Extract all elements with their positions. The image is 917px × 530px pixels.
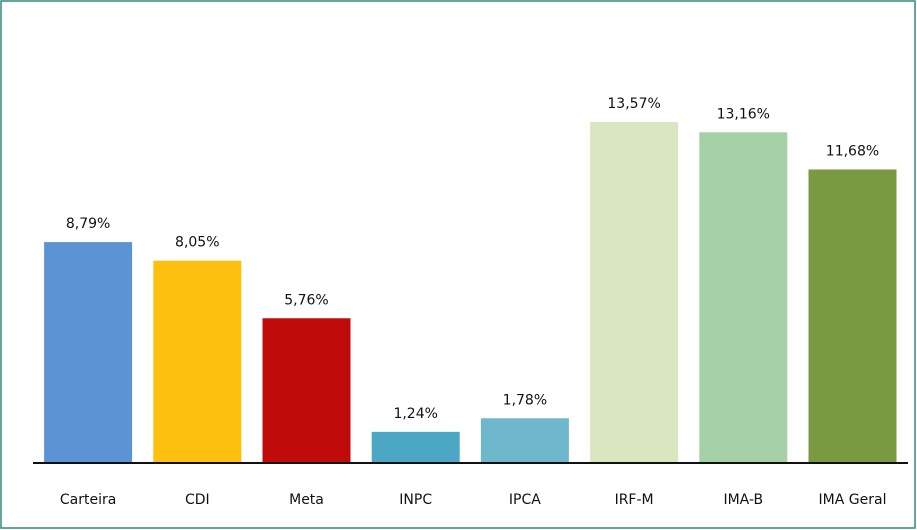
value-label: 13,57% — [607, 96, 660, 112]
x-tick-label: CDI — [185, 492, 210, 508]
value-label: 8,79% — [66, 216, 110, 232]
x-tick-label: IMA-B — [723, 492, 763, 508]
bar — [44, 242, 133, 463]
bar — [153, 260, 242, 463]
bar — [699, 132, 788, 464]
value-label: 5,76% — [284, 292, 328, 308]
x-tick-label: IMA Geral — [819, 492, 887, 508]
bar — [590, 121, 679, 463]
bar — [480, 418, 569, 463]
value-label: 13,16% — [717, 106, 770, 122]
x-tick-label: Meta — [289, 492, 324, 508]
bar — [262, 318, 351, 463]
value-label: 1,78% — [503, 392, 547, 408]
value-label: 11,68% — [826, 143, 879, 159]
x-tick-label: IPCA — [509, 492, 541, 508]
bar — [808, 169, 897, 463]
x-tick-label: INPC — [399, 492, 432, 508]
value-label: 8,05% — [175, 235, 219, 251]
x-tick-label: Carteira — [60, 492, 116, 508]
bar — [371, 431, 460, 463]
x-tick-label: IRF-M — [615, 492, 654, 508]
value-label: 1,24% — [393, 406, 437, 422]
